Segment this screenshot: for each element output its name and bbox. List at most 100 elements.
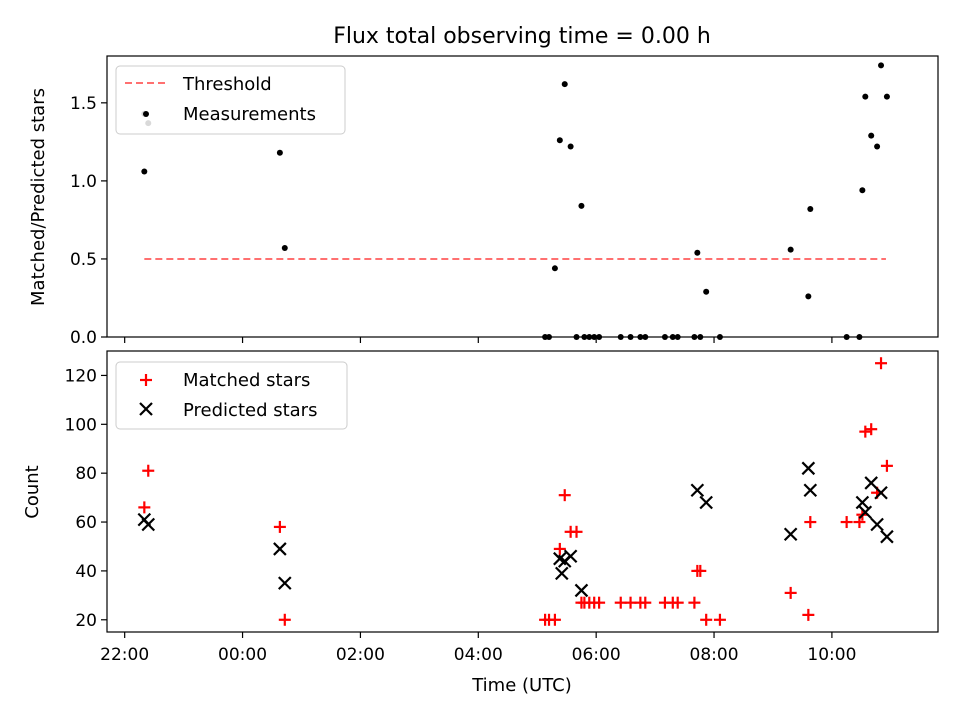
top-panel: 0.0 0.5 1.0 1.5 Matched/Predicted stars Thr… bbox=[28, 55, 939, 348]
predicted-star-point bbox=[783, 527, 798, 542]
top-legend: Threshold Measurements bbox=[115, 65, 346, 135]
bottom-y-tick-label: 40 bbox=[75, 562, 97, 582]
matched-star-point bbox=[875, 357, 888, 370]
x-tick-label: 06:00 bbox=[572, 645, 621, 665]
measurement-point bbox=[805, 293, 812, 300]
predicted-star-point bbox=[563, 549, 578, 564]
predicted-star-point bbox=[273, 542, 287, 556]
measurement-point bbox=[874, 143, 881, 150]
measurement-point bbox=[859, 187, 866, 194]
matched-star-point bbox=[671, 596, 684, 609]
bottom-y-tick-label: 80 bbox=[75, 464, 97, 484]
measurement-point bbox=[556, 137, 563, 144]
measurement-point bbox=[551, 265, 558, 272]
matched-star-point bbox=[700, 613, 713, 626]
measurement-point bbox=[276, 149, 283, 156]
matched-star-point bbox=[688, 596, 701, 609]
top-y-tick-label: 1.0 bbox=[70, 172, 97, 192]
matched-star-point bbox=[553, 542, 566, 555]
bottom-x-ticks: 22:00 00:00 02:00 04:00 06:00 08:00 10:00 bbox=[100, 632, 856, 665]
x-tick-label: 22:00 bbox=[100, 645, 149, 665]
matched-star-point bbox=[713, 613, 726, 626]
matched-star-point bbox=[570, 525, 583, 538]
matched-star-point bbox=[804, 516, 817, 529]
measurement-point bbox=[694, 249, 701, 256]
predicted-star-point bbox=[141, 517, 156, 532]
matched-star-point bbox=[548, 613, 561, 626]
bottom-y-tick-label: 120 bbox=[65, 366, 97, 386]
top-y-axis-label: Matched/Predicted stars bbox=[28, 88, 49, 306]
top-x-ticks bbox=[124, 337, 833, 343]
measurement-point bbox=[878, 62, 885, 69]
measurement-point bbox=[807, 205, 814, 212]
measurement-point bbox=[578, 202, 585, 209]
x-tick-label: 00:00 bbox=[218, 645, 267, 665]
matched-stars-legend-label: Matched stars bbox=[183, 370, 310, 391]
measurements-legend-swatch bbox=[143, 111, 149, 117]
bottom-panel: 20 40 60 80 100 120 22:00 00:00 02:00 04:00 06:00… bbox=[22, 350, 939, 696]
measurement-point bbox=[141, 168, 148, 175]
top-y-tick-label: 1.5 bbox=[70, 94, 97, 114]
bottom-y-tick-label: 20 bbox=[75, 611, 97, 631]
predicted-stars-legend-label: Predicted stars bbox=[183, 400, 317, 421]
x-axis-label: Time (UTC) bbox=[471, 675, 572, 696]
predicted-star-point bbox=[278, 576, 292, 590]
predicted-star-point bbox=[801, 461, 816, 476]
measurement-point bbox=[868, 132, 875, 139]
predicted-star-point bbox=[855, 495, 870, 510]
predicted-star-point bbox=[870, 517, 884, 532]
matched-star-point bbox=[880, 459, 893, 472]
bottom-y-axis-label: Count bbox=[22, 465, 43, 518]
measurement-point bbox=[567, 143, 574, 150]
matched-star-point bbox=[840, 516, 853, 529]
matched-star-point bbox=[639, 596, 652, 609]
predicted-stars-legend-swatch bbox=[139, 402, 153, 416]
measurement-point bbox=[703, 288, 710, 295]
top-y-tick-label: 0.5 bbox=[70, 250, 97, 270]
matched-stars-legend-swatch bbox=[140, 374, 152, 386]
measurement-point bbox=[281, 245, 288, 252]
bottom-marks bbox=[137, 357, 894, 626]
threshold-legend-label: Threshold bbox=[182, 74, 272, 95]
matched-star-point bbox=[859, 425, 872, 438]
predicted-star-point bbox=[874, 485, 888, 500]
bottom-legend: Matched stars Predicted stars bbox=[115, 361, 348, 430]
bottom-axes-frame bbox=[106, 350, 939, 633]
x-tick-label: 02:00 bbox=[336, 645, 385, 665]
matched-star-point bbox=[558, 489, 571, 502]
matched-star-point bbox=[694, 564, 707, 577]
matched-star-point bbox=[865, 423, 878, 436]
measurement-point bbox=[883, 93, 890, 100]
predicted-star-point bbox=[803, 483, 818, 498]
bottom-y-ticks: 20 40 60 80 100 120 bbox=[65, 366, 107, 631]
top-y-ticks: 0.0 0.5 1.0 1.5 bbox=[70, 94, 107, 348]
bottom-legend-box bbox=[115, 361, 348, 430]
measurement-point bbox=[862, 93, 869, 100]
predicted-star-point bbox=[858, 505, 873, 520]
top-y-tick-label: 0.0 bbox=[70, 328, 97, 348]
matched-star-point bbox=[138, 501, 151, 514]
matched-star-point bbox=[273, 520, 286, 533]
x-tick-label: 04:00 bbox=[454, 645, 503, 665]
predicted-star-point bbox=[880, 529, 894, 544]
x-tick-label: 08:00 bbox=[690, 645, 739, 665]
top-axes-frame bbox=[106, 55, 939, 338]
x-tick-label: 10:00 bbox=[807, 645, 856, 665]
predicted-star-point bbox=[690, 483, 705, 498]
matched-star-point bbox=[593, 596, 606, 609]
bottom-y-tick-label: 60 bbox=[75, 513, 97, 533]
measurement-point bbox=[787, 246, 794, 253]
chart-title: Flux total observing time = 0.00 h bbox=[333, 24, 711, 49]
matched-star-point bbox=[784, 586, 797, 599]
predicted-star-point bbox=[699, 495, 713, 510]
measurement-point bbox=[561, 81, 568, 88]
matched-star-point bbox=[802, 608, 815, 621]
bottom-y-tick-label: 100 bbox=[65, 415, 97, 435]
matched-star-point bbox=[278, 613, 291, 626]
top-legend-box bbox=[115, 65, 346, 135]
predicted-star-point bbox=[574, 583, 589, 598]
matched-star-point bbox=[142, 464, 155, 477]
measurements-legend-label: Measurements bbox=[183, 104, 316, 125]
predicted-star-point bbox=[555, 566, 569, 581]
